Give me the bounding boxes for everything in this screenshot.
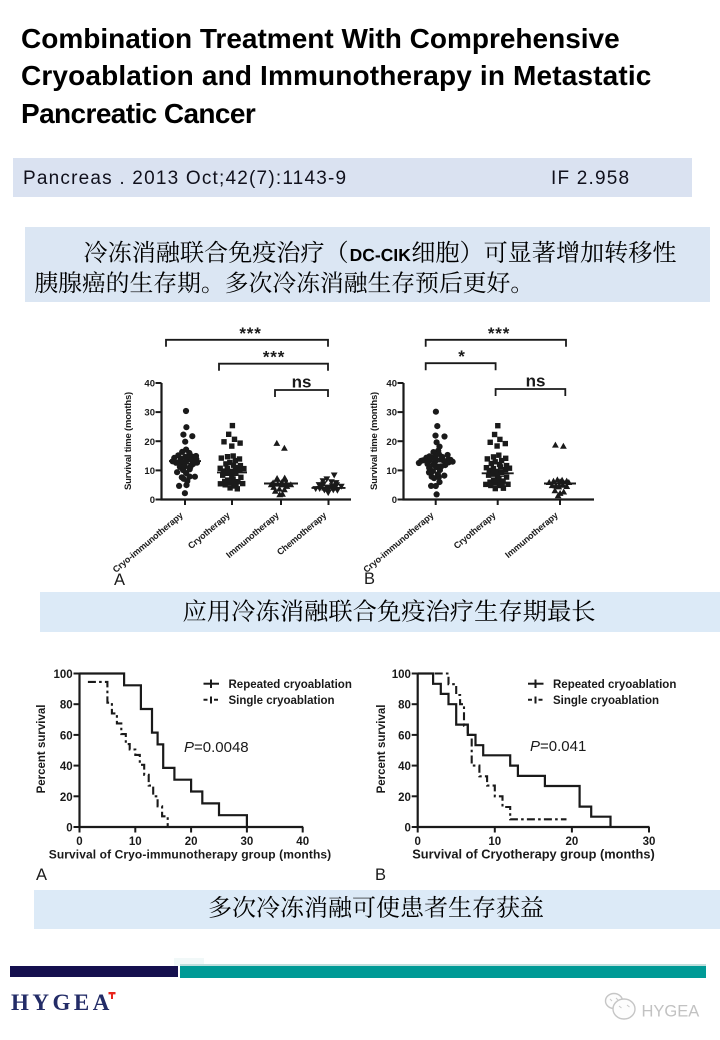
svg-text:Survival of Cryotherapy group: Survival of Cryotherapy group (months) bbox=[412, 847, 654, 862]
svg-text:B: B bbox=[375, 866, 386, 884]
svg-text:30: 30 bbox=[386, 408, 397, 419]
svg-text:Repeated cryoablation: Repeated cryoablation bbox=[229, 679, 352, 691]
svg-text:40: 40 bbox=[386, 379, 397, 390]
svg-text:ns: ns bbox=[526, 372, 546, 391]
svg-text:20: 20 bbox=[398, 792, 411, 804]
svg-text:0: 0 bbox=[404, 823, 410, 835]
svg-text:Cryotherapy: Cryotherapy bbox=[452, 510, 498, 551]
svg-text:100: 100 bbox=[54, 669, 73, 681]
svg-text:60: 60 bbox=[398, 730, 411, 742]
svg-text:0: 0 bbox=[414, 836, 420, 848]
svg-text:HYGEA: HYGEA bbox=[642, 1003, 700, 1021]
svg-text:Cryotherapy: Cryotherapy bbox=[186, 510, 232, 551]
svg-text:40: 40 bbox=[398, 761, 411, 773]
svg-text:0: 0 bbox=[76, 836, 82, 848]
svg-text:30: 30 bbox=[643, 836, 656, 848]
svg-text:***: *** bbox=[239, 324, 261, 343]
svg-text:Cryo-immunotherapy: Cryo-immunotherapy bbox=[111, 510, 185, 575]
svg-text:B: B bbox=[364, 570, 375, 588]
svg-text:40: 40 bbox=[144, 379, 155, 390]
svg-text:P=0.0048: P=0.0048 bbox=[184, 739, 249, 756]
svg-text:20: 20 bbox=[185, 836, 198, 848]
svg-text:Survival of Cryo-immunotherapy: Survival of Cryo-immunotherapy group (mo… bbox=[49, 848, 332, 862]
svg-text:0: 0 bbox=[66, 823, 72, 835]
svg-text:0: 0 bbox=[392, 495, 397, 506]
svg-text:40: 40 bbox=[296, 836, 309, 848]
svg-text:30: 30 bbox=[241, 836, 254, 848]
svg-text:Immunotherapy: Immunotherapy bbox=[503, 510, 560, 560]
svg-text:10: 10 bbox=[386, 466, 397, 477]
svg-text:10: 10 bbox=[144, 466, 155, 477]
svg-text:***: *** bbox=[488, 324, 510, 343]
svg-text:60: 60 bbox=[60, 730, 73, 742]
svg-text:20: 20 bbox=[60, 792, 73, 804]
svg-text:Percent survival: Percent survival bbox=[376, 705, 388, 794]
svg-text:10: 10 bbox=[129, 836, 142, 848]
svg-text:***: *** bbox=[263, 348, 285, 367]
svg-text:80: 80 bbox=[398, 700, 411, 712]
svg-text:80: 80 bbox=[60, 700, 73, 712]
svg-text:P=0.041: P=0.041 bbox=[530, 738, 586, 755]
svg-text:Percent survival: Percent survival bbox=[36, 705, 48, 794]
svg-text:Single cryoablation: Single cryoablation bbox=[553, 695, 659, 707]
svg-text:Survival time (months): Survival time (months) bbox=[369, 392, 380, 490]
svg-text:Chemotherapy: Chemotherapy bbox=[275, 510, 328, 557]
svg-text:*: * bbox=[458, 347, 465, 366]
svg-text:10: 10 bbox=[488, 836, 501, 848]
svg-text:Cryo-immunotherapy: Cryo-immunotherapy bbox=[361, 510, 435, 575]
svg-text:Survival time (months): Survival time (months) bbox=[123, 392, 134, 490]
svg-text:20: 20 bbox=[144, 437, 155, 448]
svg-text:Repeated cryoablation: Repeated cryoablation bbox=[553, 679, 676, 691]
svg-text:100: 100 bbox=[392, 669, 411, 681]
svg-text:40: 40 bbox=[60, 761, 73, 773]
svg-text:ns: ns bbox=[292, 373, 312, 392]
svg-text:A: A bbox=[114, 571, 125, 589]
svg-text:20: 20 bbox=[566, 836, 579, 848]
svg-text:30: 30 bbox=[144, 408, 155, 419]
svg-text:Single cryoablation: Single cryoablation bbox=[229, 695, 335, 707]
svg-text:Immunotherapy: Immunotherapy bbox=[224, 510, 281, 560]
svg-text:0: 0 bbox=[150, 495, 155, 506]
svg-text:20: 20 bbox=[386, 437, 397, 448]
svg-text:A: A bbox=[36, 866, 47, 884]
